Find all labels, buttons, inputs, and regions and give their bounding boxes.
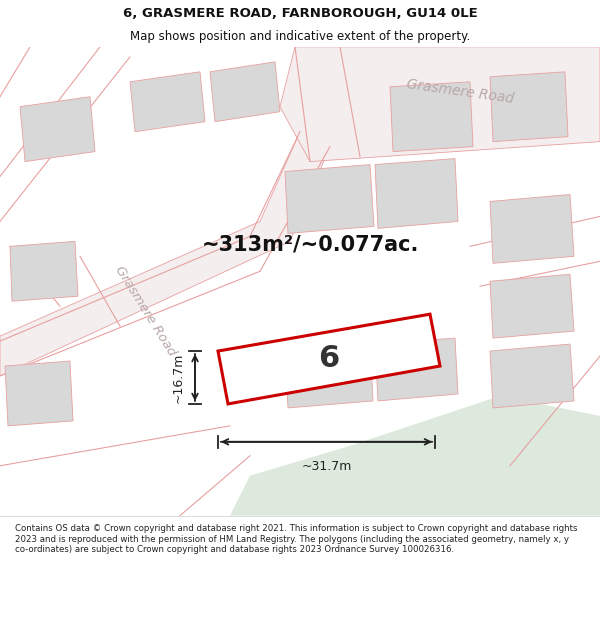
- Polygon shape: [0, 47, 600, 516]
- Polygon shape: [490, 194, 574, 263]
- Polygon shape: [218, 314, 440, 404]
- Polygon shape: [285, 164, 374, 233]
- Polygon shape: [375, 159, 458, 228]
- Polygon shape: [10, 241, 78, 301]
- Text: ~16.7m: ~16.7m: [172, 352, 185, 402]
- Polygon shape: [490, 72, 568, 142]
- Polygon shape: [5, 361, 73, 426]
- Polygon shape: [390, 82, 473, 152]
- Polygon shape: [0, 132, 330, 376]
- Polygon shape: [490, 274, 574, 338]
- Polygon shape: [375, 338, 458, 401]
- Text: Contains OS data © Crown copyright and database right 2021. This information is : Contains OS data © Crown copyright and d…: [15, 524, 577, 554]
- Polygon shape: [490, 344, 574, 408]
- Polygon shape: [280, 47, 600, 162]
- Polygon shape: [210, 62, 280, 122]
- Text: ~313m²/~0.077ac.: ~313m²/~0.077ac.: [202, 234, 419, 254]
- Text: Grasmere Road: Grasmere Road: [406, 78, 515, 106]
- Polygon shape: [20, 97, 95, 162]
- Polygon shape: [230, 396, 600, 516]
- Text: 6: 6: [319, 344, 340, 373]
- Polygon shape: [285, 344, 373, 408]
- Text: ~31.7m: ~31.7m: [301, 460, 352, 472]
- Text: Grasmere Road: Grasmere Road: [112, 264, 178, 359]
- Polygon shape: [130, 72, 205, 132]
- Text: 6, GRASMERE ROAD, FARNBOROUGH, GU14 0LE: 6, GRASMERE ROAD, FARNBOROUGH, GU14 0LE: [122, 7, 478, 19]
- Text: Map shows position and indicative extent of the property.: Map shows position and indicative extent…: [130, 30, 470, 43]
